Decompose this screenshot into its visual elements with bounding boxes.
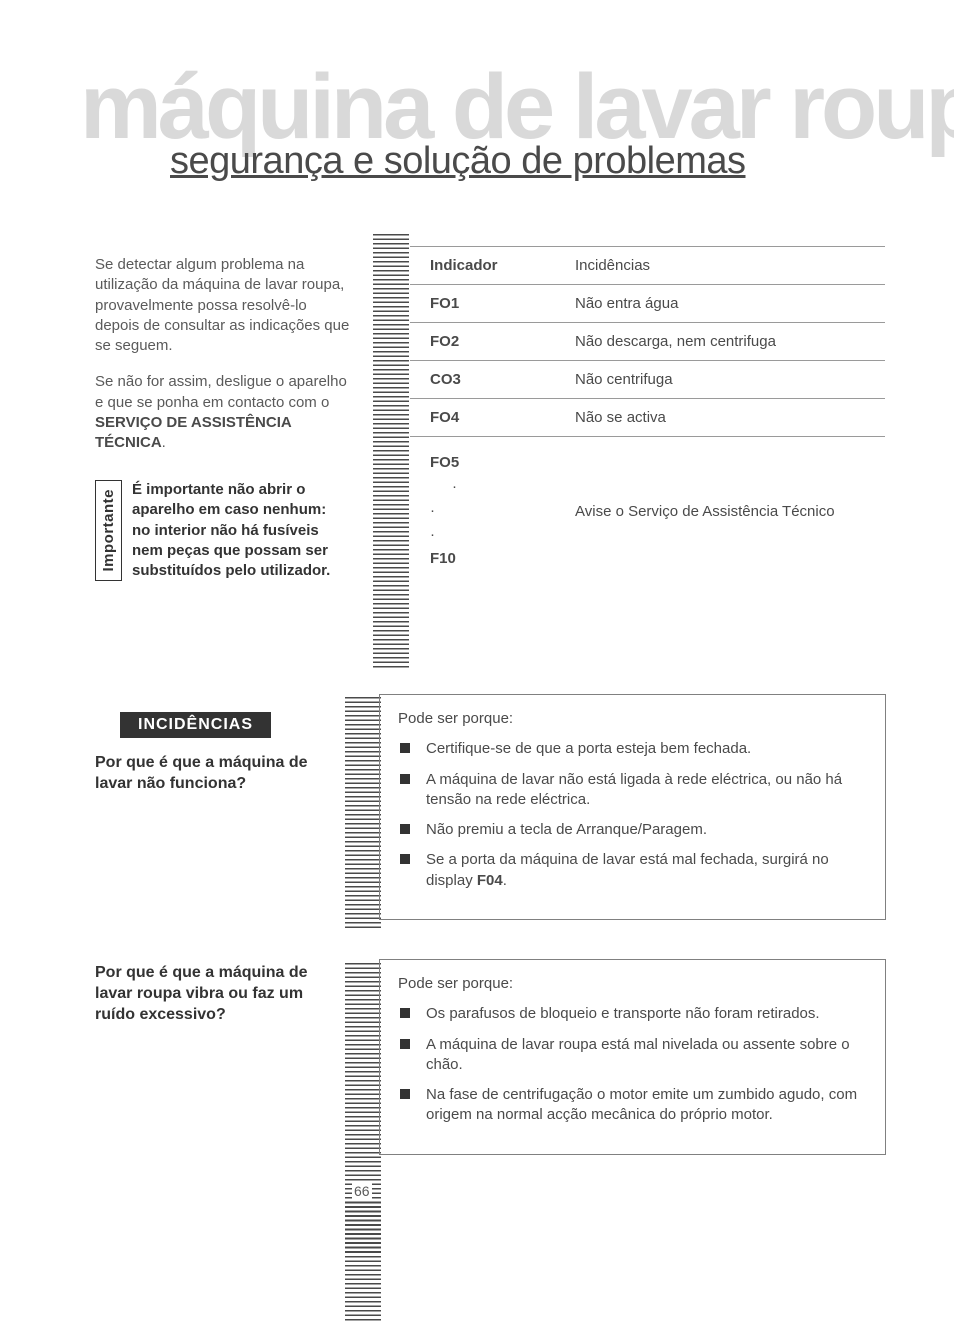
list-item: Se a porta da máquina de lavar está mal … — [418, 850, 867, 891]
table-head-incident: Incidências — [575, 257, 885, 274]
question-2: Por que é que a máquina de lavar roupa v… — [95, 963, 345, 1025]
faq1-item4-code: F04 — [477, 872, 503, 889]
faq1-item4-tail: . — [503, 872, 507, 889]
question-1: Por que é que a máquina de lavar não fun… — [95, 753, 345, 795]
list-item: A máquina de lavar roupa está mal nivela… — [418, 1035, 867, 1076]
faq2-list: Os parafusos de bloqueio e transporte nã… — [398, 1004, 867, 1125]
page-number: 66 — [352, 1183, 372, 1199]
list-item: Na fase de centrifugação o motor emite u… — [418, 1085, 867, 1126]
table-cell-code: FO4 — [430, 409, 575, 426]
table-cell-code-range: FO5 ··· F10 — [430, 451, 575, 571]
list-item: Os parafusos de bloqueio e transporte nã… — [418, 1004, 867, 1024]
list-item: Não premiu a tecla de Arranque/Paragem. — [418, 820, 867, 840]
list-item: A máquina de lavar não está ligada à red… — [418, 770, 867, 811]
table-range-bottom: F10 — [430, 550, 456, 567]
table-cell-desc: Não centrifuga — [575, 371, 885, 388]
faq1-list: Certifique-se de que a porta esteja bem … — [398, 739, 867, 891]
error-code-table: Indicador Incidências FO1 Não entra água… — [410, 246, 885, 585]
table-row: FO2 Não descarga, nem centrifuga — [410, 323, 885, 361]
table-range-top: FO5 — [430, 454, 459, 471]
table-cell-desc: Avise o Serviço de Assistência Técnico — [575, 503, 885, 520]
list-item: Certifique-se de que a porta esteja bem … — [418, 739, 867, 759]
faq-box-1: Pode ser porque: Certifique-se de que a … — [379, 694, 886, 920]
page-subtitle: segurança e solução de problemas — [170, 140, 746, 183]
intro-p2-c: . — [162, 434, 166, 451]
table-cell-code: CO3 — [430, 371, 575, 388]
intro-service-name: SERVIÇO DE ASSISTÊNCIA TÉCNICA — [95, 414, 291, 451]
faq1-lead: Pode ser porque: — [398, 709, 867, 729]
table-cell-code: FO2 — [430, 333, 575, 350]
faq-box-2: Pode ser porque: Os parafusos de bloquei… — [379, 959, 886, 1155]
importante-text: É importante não abrir o aparelho em cas… — [132, 480, 337, 581]
table-cell-desc: Não se activa — [575, 409, 885, 426]
table-row: FO1 Não entra água — [410, 285, 885, 323]
table-cell-desc: Não descarga, nem centrifuga — [575, 333, 885, 350]
faq2-lead: Pode ser porque: — [398, 974, 867, 994]
intro-block: Se detectar algum problema na utilização… — [95, 255, 355, 469]
table-range-dots: ··· — [430, 478, 457, 543]
importante-tab-label: Importante — [100, 489, 117, 572]
table-row: CO3 Não centrifuga — [410, 361, 885, 399]
table-cell-code: FO1 — [430, 295, 575, 312]
hatch-decoration — [345, 697, 381, 929]
intro-p1: Se detectar algum problema na utilização… — [95, 255, 355, 356]
table-cell-desc: Não entra água — [575, 295, 885, 312]
hatch-decoration — [345, 1202, 381, 1322]
importante-callout: Importante É importante não abrir o apar… — [95, 480, 337, 581]
table-row-range: FO5 ··· F10 Avise o Serviço de Assistênc… — [410, 437, 885, 585]
intro-p2-a: Se não for assim, desligue o aparelho e … — [95, 373, 347, 410]
importante-tab: Importante — [95, 480, 122, 581]
hatch-decoration — [373, 234, 409, 670]
incidencias-heading: INCIDÊNCIAS — [120, 712, 271, 738]
table-row: FO4 Não se activa — [410, 399, 885, 437]
table-header-row: Indicador Incidências — [410, 247, 885, 285]
table-head-indicator: Indicador — [430, 257, 575, 274]
intro-p2: Se não for assim, desligue o aparelho e … — [95, 372, 355, 453]
